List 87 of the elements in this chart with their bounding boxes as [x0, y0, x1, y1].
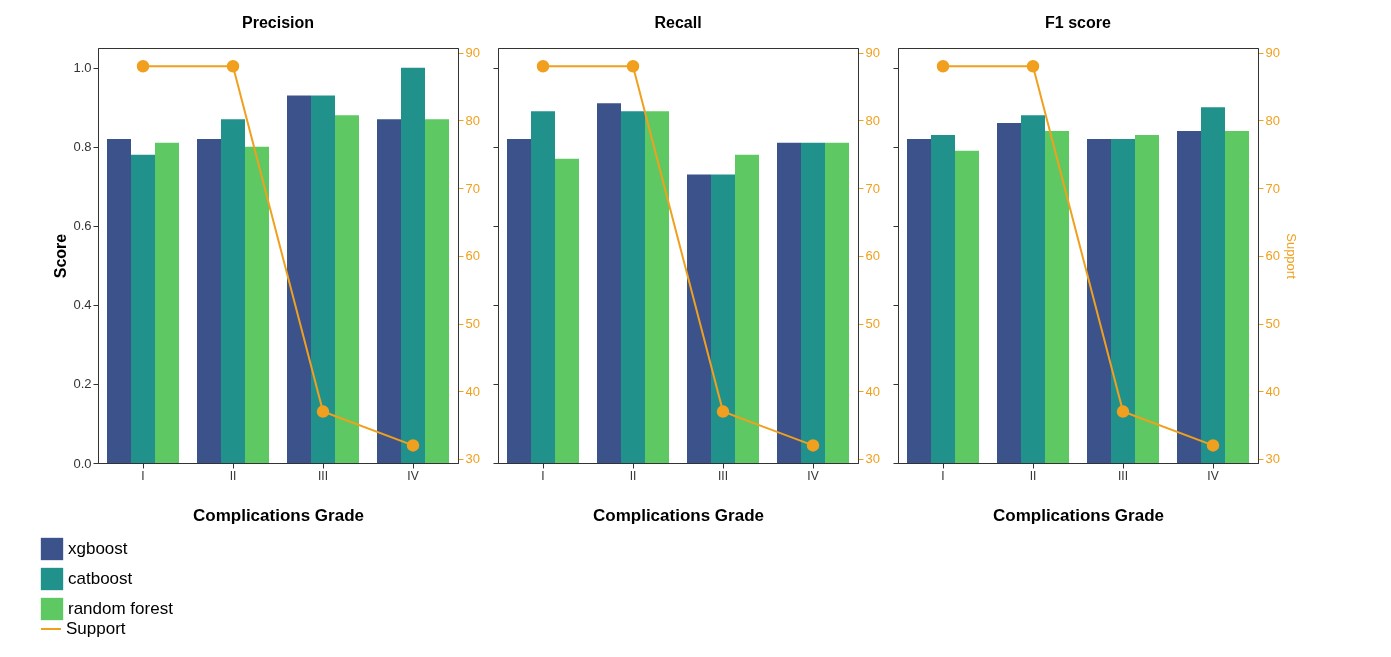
x-tick-label: II: [229, 468, 237, 483]
legend-label: random forest: [68, 599, 174, 618]
bar: [335, 115, 359, 463]
bar: [425, 119, 449, 463]
point: [1116, 405, 1130, 418]
y2-tick-label: 50: [865, 316, 880, 332]
y-tick-label: 1.0: [73, 60, 92, 76]
y2-tick-label: 60: [465, 248, 480, 264]
y-axis-title: Score: [52, 233, 70, 279]
y2-tick-label: 30: [465, 451, 480, 467]
y2-tick-label: 30: [1265, 451, 1280, 467]
bar: [645, 111, 669, 463]
x-tick-label: III: [317, 468, 329, 483]
bar: [311, 95, 335, 463]
x-axis-title: Complications Grade: [193, 505, 364, 525]
bar: [221, 119, 245, 463]
y2-tick-label: 70: [865, 180, 880, 196]
point: [316, 405, 330, 418]
y-tick-label: 0.2: [73, 376, 92, 392]
y2-tick-label: 80: [465, 112, 480, 128]
y2-tick-label: 40: [865, 383, 880, 399]
y2-tick-label: 60: [1265, 248, 1280, 264]
y2-tick-label: 50: [465, 316, 480, 332]
y2-tick-label: 70: [465, 180, 480, 196]
x-tick-label: III: [717, 468, 729, 483]
bar: [507, 138, 531, 463]
point: [626, 60, 640, 73]
bar: [597, 103, 621, 463]
x-tick-label: III: [1117, 468, 1129, 483]
y-tick-label: 0.0: [73, 455, 92, 471]
bar: [377, 119, 401, 463]
point: [536, 60, 550, 73]
bar: [687, 174, 711, 463]
bar: [735, 154, 759, 463]
bar: [287, 95, 311, 463]
legend-label: xgboost: [68, 539, 128, 558]
y2-axis-title: Support: [1283, 233, 1299, 280]
bar: [401, 67, 425, 463]
x-tick-label: I: [141, 468, 145, 483]
bar: [155, 142, 179, 463]
y2-tick-label: 50: [1265, 316, 1280, 332]
point: [936, 60, 950, 73]
y2-tick-label: 90: [465, 45, 480, 61]
y-tick-label: 0.8: [73, 139, 92, 155]
y2-tick-label: 90: [1265, 45, 1280, 61]
y2-tick-label: 40: [465, 383, 480, 399]
x-tick-label: I: [941, 468, 945, 483]
y2-tick-label: 70: [1265, 180, 1280, 196]
bar: [555, 158, 579, 463]
point: [226, 60, 240, 73]
x-axis-title: Complications Grade: [593, 505, 764, 525]
legend-label: Support: [66, 619, 126, 638]
bar: [131, 154, 155, 463]
point: [716, 405, 730, 418]
y2-tick-label: 90: [865, 45, 880, 61]
y-tick-label: 0.6: [73, 218, 92, 234]
point: [1026, 60, 1040, 73]
x-axis-title: Complications Grade: [993, 505, 1164, 525]
x-tick-label: IV: [1207, 468, 1219, 483]
y-tick-label: 0.4: [73, 297, 92, 313]
point: [1206, 439, 1220, 452]
x-tick-label: IV: [807, 468, 819, 483]
bar: [197, 138, 221, 463]
legend-label: catboost: [68, 569, 133, 588]
bar: [245, 146, 269, 463]
y2-tick-label: 40: [1265, 383, 1280, 399]
bar: [531, 111, 555, 463]
chart-title: F1 score: [1045, 13, 1112, 31]
bar: [621, 111, 645, 463]
bar: [825, 142, 849, 463]
bar: [107, 138, 131, 463]
x-tick-label: II: [1029, 468, 1037, 483]
point: [406, 439, 420, 452]
chart-title: Recall: [654, 13, 702, 31]
x-tick-label: IV: [407, 468, 419, 483]
y2-tick-label: 60: [865, 248, 880, 264]
x-tick-label: II: [629, 468, 637, 483]
y2-tick-label: 30: [865, 451, 880, 467]
y2-tick-label: 80: [1265, 112, 1280, 128]
bar: [711, 174, 735, 463]
point: [806, 439, 820, 452]
bar: [801, 142, 825, 463]
x-tick-label: I: [541, 468, 545, 483]
chart-title: Precision: [241, 13, 315, 31]
bar: [777, 142, 801, 463]
y2-tick-label: 80: [865, 112, 880, 128]
point: [136, 60, 150, 73]
